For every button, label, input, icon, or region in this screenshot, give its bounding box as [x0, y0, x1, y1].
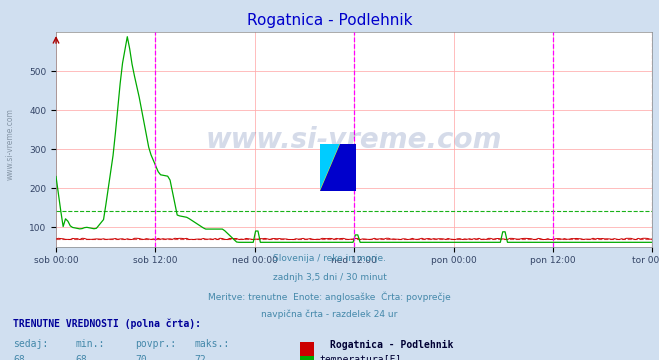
Text: Slovenija / reke in morje.: Slovenija / reke in morje.: [273, 254, 386, 263]
Text: Rogatnica - Podlehnik: Rogatnica - Podlehnik: [246, 13, 413, 28]
Text: maks.:: maks.:: [194, 339, 229, 350]
Text: www.si-vreme.com: www.si-vreme.com: [206, 126, 502, 153]
Text: TRENUTNE VREDNOSTI (polna črta):: TRENUTNE VREDNOSTI (polna črta):: [13, 319, 201, 329]
Polygon shape: [320, 144, 339, 191]
Text: sedaj:: sedaj:: [13, 339, 48, 350]
Text: navpična črta - razdelek 24 ur: navpična črta - razdelek 24 ur: [262, 310, 397, 319]
Text: min.:: min.:: [76, 339, 105, 350]
Polygon shape: [320, 144, 356, 191]
Text: temperatura[F]: temperatura[F]: [320, 355, 402, 360]
Text: zadnjh 3,5 dni / 30 minut: zadnjh 3,5 dni / 30 minut: [273, 273, 386, 282]
Text: 68: 68: [13, 355, 25, 360]
Text: Meritve: trenutne  Enote: anglosaške  Črta: povprečje: Meritve: trenutne Enote: anglosaške Črta…: [208, 291, 451, 302]
Text: povpr.:: povpr.:: [135, 339, 176, 350]
Text: www.si-vreme.com: www.si-vreme.com: [5, 108, 14, 180]
Text: 72: 72: [194, 355, 206, 360]
Text: 70: 70: [135, 355, 147, 360]
Text: Rogatnica - Podlehnik: Rogatnica - Podlehnik: [330, 339, 453, 350]
Text: 68: 68: [76, 355, 88, 360]
